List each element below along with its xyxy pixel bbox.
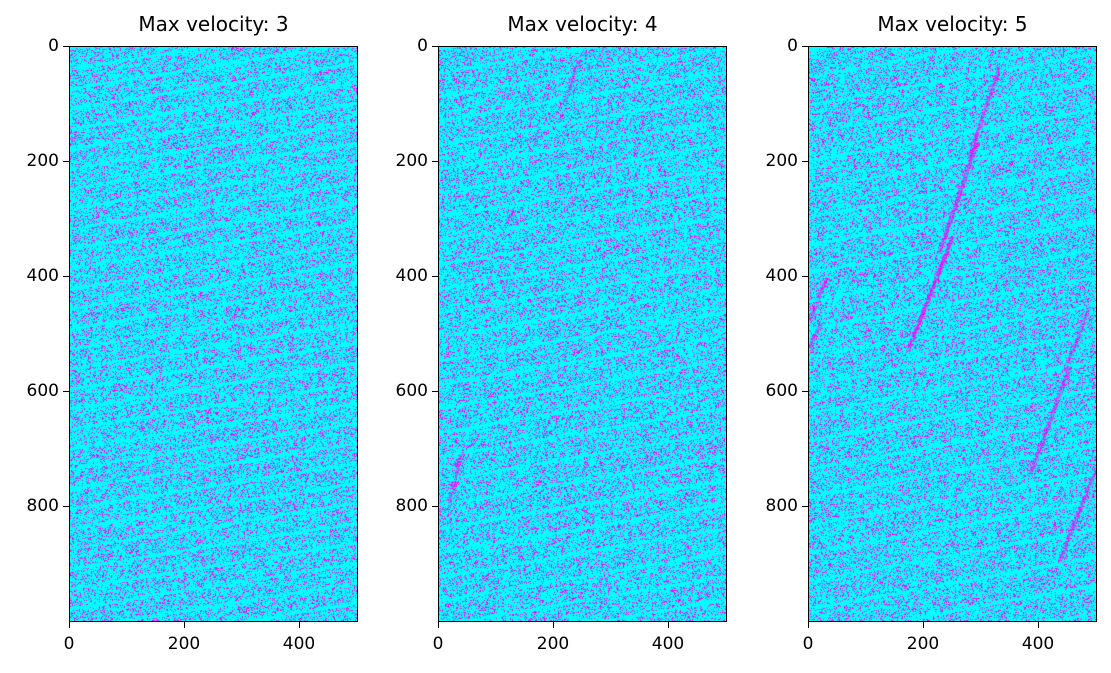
y-tick-mark bbox=[63, 161, 69, 162]
x-tick-label: 200 bbox=[906, 634, 940, 654]
heatmap-plot-area bbox=[69, 46, 358, 622]
y-tick-label: 600 bbox=[26, 381, 59, 401]
y-tick-label: 600 bbox=[395, 381, 428, 401]
y-tick-label: 400 bbox=[765, 266, 798, 286]
chart-title: Max velocity: 4 bbox=[507, 12, 658, 36]
x-tick-mark bbox=[69, 622, 70, 628]
y-tick-label: 0 bbox=[48, 36, 59, 56]
y-tick-mark bbox=[432, 46, 438, 47]
heatmap-plot-area bbox=[808, 46, 1097, 622]
y-tick-label: 800 bbox=[765, 496, 798, 516]
y-tick-label: 800 bbox=[395, 496, 428, 516]
x-tick-mark bbox=[184, 622, 185, 628]
heatmap-plot-area bbox=[438, 46, 727, 622]
y-tick-label: 800 bbox=[26, 496, 59, 516]
y-tick-mark bbox=[802, 391, 808, 392]
y-tick-mark bbox=[432, 276, 438, 277]
x-tick-mark bbox=[668, 622, 669, 628]
heatmap-image bbox=[70, 47, 357, 621]
x-tick-mark bbox=[553, 622, 554, 628]
x-tick-label: 400 bbox=[1021, 634, 1055, 654]
y-tick-mark bbox=[432, 161, 438, 162]
x-tick-mark bbox=[1038, 622, 1039, 628]
y-tick-label: 200 bbox=[395, 151, 428, 171]
y-tick-mark bbox=[432, 391, 438, 392]
x-tick-label: 200 bbox=[536, 634, 570, 654]
y-tick-mark bbox=[63, 276, 69, 277]
y-tick-label: 400 bbox=[26, 266, 59, 286]
y-tick-label: 200 bbox=[26, 151, 59, 171]
y-tick-mark bbox=[63, 506, 69, 507]
x-tick-label: 0 bbox=[63, 634, 75, 654]
y-tick-mark bbox=[63, 46, 69, 47]
y-tick-label: 200 bbox=[765, 151, 798, 171]
y-tick-mark bbox=[802, 161, 808, 162]
x-tick-label: 0 bbox=[802, 634, 814, 654]
y-tick-label: 400 bbox=[395, 266, 428, 286]
y-tick-mark bbox=[802, 46, 808, 47]
heatmap-image bbox=[439, 47, 726, 621]
y-tick-mark bbox=[63, 391, 69, 392]
y-tick-label: 0 bbox=[787, 36, 798, 56]
x-tick-label: 400 bbox=[651, 634, 685, 654]
y-tick-mark bbox=[802, 276, 808, 277]
x-tick-mark bbox=[923, 622, 924, 628]
y-tick-mark bbox=[802, 506, 808, 507]
x-tick-label: 400 bbox=[282, 634, 316, 654]
chart-title: Max velocity: 5 bbox=[877, 12, 1028, 36]
chart-title: Max velocity: 3 bbox=[138, 12, 289, 36]
x-tick-label: 0 bbox=[432, 634, 444, 654]
x-tick-mark bbox=[808, 622, 809, 628]
y-tick-label: 0 bbox=[417, 36, 428, 56]
y-tick-mark bbox=[432, 506, 438, 507]
x-tick-mark bbox=[299, 622, 300, 628]
x-tick-mark bbox=[438, 622, 439, 628]
heatmap-image bbox=[809, 47, 1096, 621]
x-tick-label: 200 bbox=[167, 634, 201, 654]
y-tick-label: 600 bbox=[765, 381, 798, 401]
